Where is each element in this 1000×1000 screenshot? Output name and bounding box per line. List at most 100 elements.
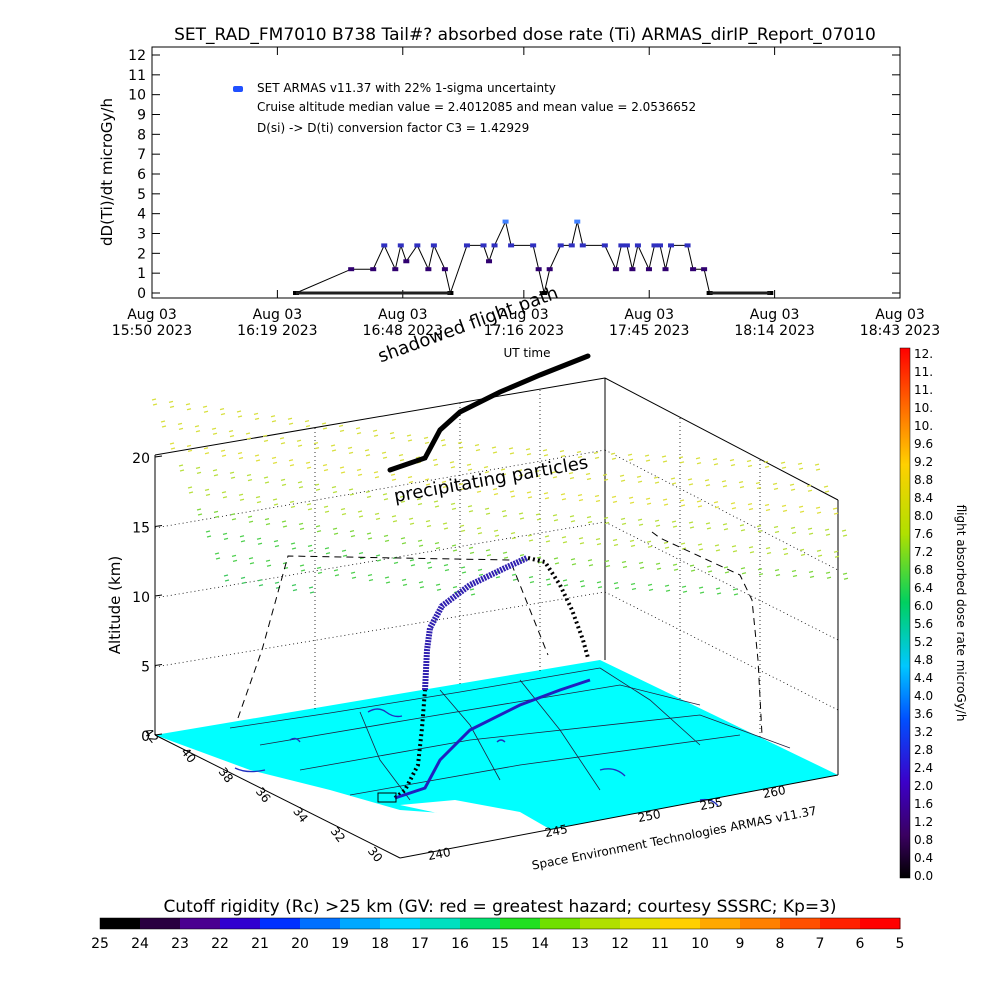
particle-mark: [305, 461, 311, 464]
particle-mark: [419, 586, 425, 589]
z-tick-label: 10: [132, 590, 150, 606]
particle-mark: [368, 578, 374, 582]
rigidity-segment: [300, 918, 341, 929]
particle-mark: [714, 544, 720, 547]
particle-mark: [593, 451, 599, 455]
origin-marker: [377, 792, 397, 803]
particle-mark: [578, 537, 584, 540]
particle-mark: [382, 493, 388, 496]
dose-rate-point: [612, 267, 619, 272]
rigidity-segment: [620, 918, 661, 929]
particle-mark: [384, 539, 390, 543]
particle-mark: [586, 515, 592, 519]
particle-mark: [418, 581, 424, 584]
particle-mark: [424, 478, 430, 481]
colorbar-tick-label: 0.8: [914, 833, 933, 847]
particle-mark: [579, 542, 585, 545]
particle-mark: [594, 456, 600, 460]
particle-mark: [385, 581, 391, 584]
particle-mark: [434, 541, 440, 545]
particle-mark: [291, 547, 297, 550]
particle-mark: [423, 436, 429, 440]
particle-mark: [288, 422, 294, 425]
particle-mark: [229, 471, 235, 474]
particle-mark: [383, 498, 389, 501]
particle-mark: [612, 500, 618, 504]
state-borders: [229, 667, 791, 801]
particle-mark: [349, 493, 355, 496]
particle-mark: [417, 502, 423, 506]
rigidity-segment: [660, 918, 701, 929]
colorbar-tick-label: 12.: [914, 347, 933, 361]
y-tick-label: 4: [137, 207, 146, 223]
particle-mark: [299, 527, 305, 531]
particle-mark: [536, 518, 542, 521]
particle-mark: [308, 586, 314, 589]
particle-mark: [256, 537, 262, 540]
particle-mark: [645, 459, 651, 462]
particle-mark: [698, 548, 704, 551]
particle-mark: [484, 470, 490, 474]
particle-mark: [596, 581, 602, 584]
colorbar-tick-label: 11.: [914, 365, 933, 379]
particle-mark: [315, 488, 321, 491]
particle-mark: [458, 446, 464, 449]
particle-mark: [257, 579, 263, 582]
particle-mark: [374, 476, 380, 479]
particle-mark: [457, 441, 463, 444]
particle-mark: [179, 469, 185, 472]
x-tick-label-time: 16:19 2023: [237, 323, 317, 339]
particle-mark: [400, 500, 406, 503]
dose-rate-point: [425, 267, 432, 272]
particle-mark: [604, 559, 610, 563]
particle-mark: [169, 405, 175, 409]
dose-rate-series: [293, 219, 774, 295]
particle-mark: [690, 569, 696, 572]
dose-rate-point: [486, 259, 493, 264]
particle-mark: [808, 570, 814, 574]
particle-mark: [188, 491, 194, 494]
particle-mark: [290, 542, 296, 545]
particle-mark: [824, 528, 830, 531]
rigidity-tick-label: 24: [131, 936, 149, 952]
rigidity-tick-label: 20: [291, 936, 309, 952]
particle-mark: [722, 523, 728, 526]
particle-mark: [629, 501, 635, 504]
particle-mark: [733, 593, 739, 596]
particle-mark: [271, 456, 277, 460]
dose-rate-point: [463, 243, 470, 248]
particle-mark: [816, 549, 822, 552]
particle-mark: [576, 450, 582, 454]
particle-mark: [415, 456, 421, 459]
particle-mark: [661, 455, 667, 458]
particle-mark: [382, 456, 388, 459]
particle-mark: [747, 502, 753, 506]
particle-mark: [775, 573, 781, 577]
particle-mark: [672, 563, 678, 566]
rigidity-tick-label: 11: [651, 936, 669, 952]
particle-mark: [254, 454, 260, 457]
particle-mark: [288, 459, 294, 462]
particle-mark: [588, 564, 594, 567]
particle-mark: [723, 566, 729, 569]
particle-mark: [323, 468, 329, 472]
particle-mark: [604, 521, 610, 525]
particle-mark: [270, 415, 276, 418]
particle-mark: [469, 588, 475, 591]
dose-rate-point: [557, 243, 564, 248]
particle-mark: [647, 583, 653, 587]
dose-rate-point: [392, 267, 399, 272]
particle-mark: [621, 560, 627, 564]
particle-mark: [407, 439, 413, 442]
rigidity-segment: [420, 918, 461, 929]
particle-mark: [638, 561, 644, 565]
dose-rate-point: [546, 267, 553, 272]
particle-mark: [510, 495, 516, 498]
particle-mark: [390, 473, 396, 476]
particle-mark: [637, 518, 643, 521]
particle-mark: [510, 531, 516, 535]
particle-mark: [391, 515, 397, 518]
particle-mark: [375, 517, 381, 521]
particle-mark: [613, 543, 619, 547]
particle-mark: [678, 456, 684, 459]
